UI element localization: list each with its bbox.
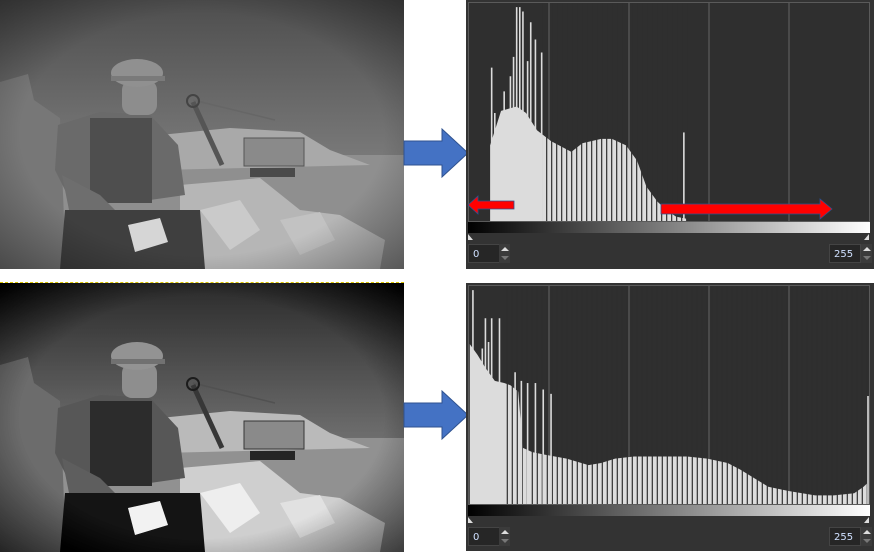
- histogram-panel-bottom: 0 255: [466, 283, 874, 551]
- histogram-plot: [468, 285, 870, 505]
- histogram-plot: [468, 2, 870, 222]
- max-value-input[interactable]: 255: [829, 244, 861, 263]
- histogram-fill: [490, 106, 687, 221]
- up-arrow-icon[interactable]: [501, 530, 509, 534]
- max-value-spinner[interactable]: [861, 244, 872, 263]
- right-red-arrow-icon: [660, 198, 833, 220]
- left-red-arrow-icon: [467, 195, 515, 215]
- low-marker-handle[interactable]: [468, 234, 473, 240]
- original-photo: [0, 0, 404, 269]
- min-value-input[interactable]: 0: [468, 527, 500, 546]
- right-arrow-icon: [403, 127, 469, 179]
- histogram-chart: [469, 286, 869, 504]
- histogram-panel-top: 0 255: [466, 0, 874, 269]
- right-arrow-icon: [403, 389, 469, 441]
- gradient-bar: [468, 505, 870, 516]
- down-arrow-icon[interactable]: [501, 256, 509, 260]
- histogram-fill: [469, 344, 869, 504]
- high-marker-handle[interactable]: [864, 517, 869, 523]
- down-arrow-icon[interactable]: [863, 256, 871, 260]
- photo-image: [0, 283, 404, 552]
- down-arrow-icon[interactable]: [501, 539, 509, 543]
- down-arrow-icon[interactable]: [863, 539, 871, 543]
- low-marker-handle[interactable]: [468, 517, 473, 523]
- up-arrow-icon[interactable]: [863, 530, 871, 534]
- histogram-chart: [490, 3, 790, 221]
- adjusted-photo: [0, 282, 404, 552]
- photo-image: [0, 0, 404, 269]
- min-value-spinner[interactable]: [499, 244, 510, 263]
- max-value-spinner[interactable]: [861, 527, 872, 546]
- min-value-spinner[interactable]: [499, 527, 510, 546]
- min-value-input[interactable]: 0: [468, 244, 500, 263]
- high-marker-handle[interactable]: [864, 234, 869, 240]
- up-arrow-icon[interactable]: [501, 247, 509, 251]
- up-arrow-icon[interactable]: [863, 247, 871, 251]
- gradient-bar: [468, 222, 870, 233]
- max-value-input[interactable]: 255: [829, 527, 861, 546]
